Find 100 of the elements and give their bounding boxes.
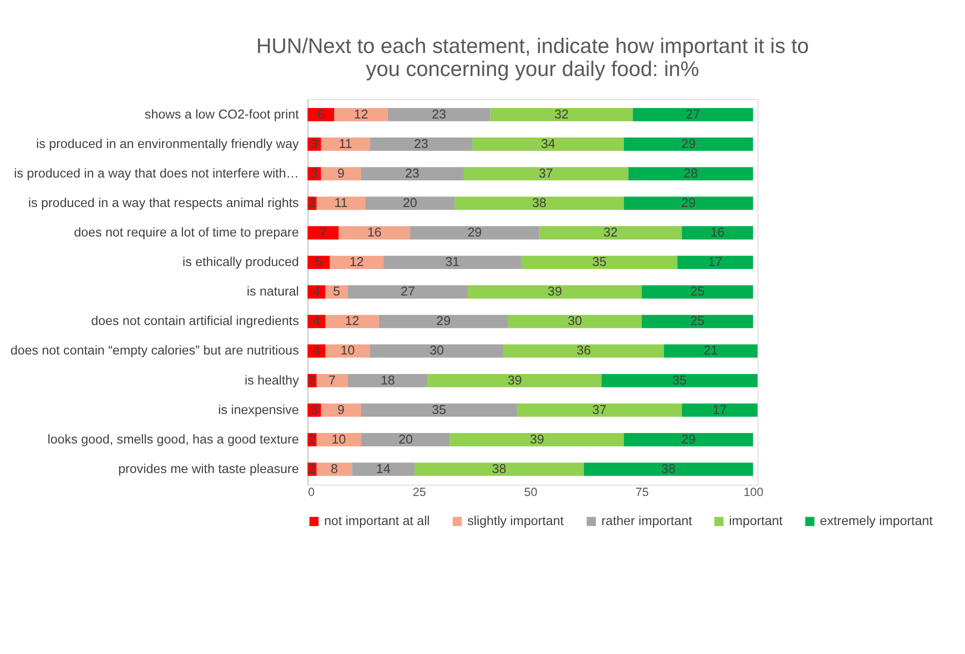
data-label: 27 <box>686 106 700 122</box>
bar <box>584 462 754 476</box>
data-label: 17 <box>708 254 722 270</box>
data-label: 4 <box>312 313 320 328</box>
legend-label: rather important <box>601 513 692 528</box>
x-tick-label: 100 <box>744 485 764 500</box>
y-tick-label: is produced in an environmentally friendly way <box>36 136 300 151</box>
data-label: 5 <box>315 254 322 270</box>
bar <box>308 226 339 240</box>
data-label: 27 <box>400 284 415 299</box>
data-label: 11 <box>338 136 352 151</box>
bar <box>504 344 664 358</box>
bar <box>414 462 584 476</box>
bar <box>370 344 504 358</box>
data-label: 38 <box>492 460 506 476</box>
bar <box>308 256 330 270</box>
bar <box>352 462 414 476</box>
data-label: 3 <box>310 165 318 180</box>
bar <box>316 433 362 446</box>
x-tick-label: 50 <box>524 485 538 500</box>
bar <box>624 433 754 446</box>
data-label: 38 <box>661 460 676 476</box>
bar <box>642 314 754 328</box>
data-label: 4 <box>312 342 320 358</box>
data-label: 2 <box>308 460 316 476</box>
data-label: 39 <box>548 284 562 299</box>
data-label: 4 <box>312 284 320 299</box>
data-label: 3 <box>310 136 318 151</box>
data-label: 39 <box>530 431 544 446</box>
data-label: 16 <box>710 224 725 240</box>
data-label: 12 <box>354 106 368 122</box>
bar <box>370 138 472 151</box>
bar <box>450 433 624 446</box>
bar <box>338 226 410 240</box>
y-tick-label: is natural <box>246 284 299 299</box>
data-label: 12 <box>349 254 364 270</box>
data-label: 21 <box>704 342 718 358</box>
data-label: 30 <box>430 342 444 358</box>
x-tick-label: 0 <box>308 485 316 500</box>
bar <box>602 374 758 388</box>
bar <box>325 314 379 328</box>
data-label: 30 <box>568 313 582 328</box>
data-label: 37 <box>538 165 554 180</box>
legend-label: slightly important <box>467 513 564 528</box>
bar <box>508 314 642 328</box>
bar <box>677 256 754 270</box>
bar <box>365 196 455 210</box>
bar <box>378 314 508 328</box>
x-tick-label: 25 <box>412 485 426 500</box>
data-label: 10 <box>332 431 346 446</box>
bar <box>361 403 517 417</box>
bar <box>490 108 633 122</box>
data-label: 25 <box>690 284 705 299</box>
y-tick-label: provides me with taste pleasure <box>118 460 299 476</box>
data-label: 36 <box>576 342 591 358</box>
data-label: 14 <box>376 460 390 476</box>
bar <box>628 167 754 180</box>
data-label: 9 <box>337 165 345 180</box>
bar <box>308 108 334 122</box>
bar <box>334 108 388 122</box>
y-tick-label: is inexpensive <box>218 402 299 417</box>
bar <box>664 344 758 358</box>
bar <box>428 374 602 388</box>
bar <box>468 285 642 299</box>
data-label: 32 <box>554 106 569 122</box>
data-label: 12 <box>344 313 360 328</box>
bar <box>316 462 352 476</box>
data-label: 38 <box>532 194 546 210</box>
legend-label: important <box>729 513 783 528</box>
data-label: 9 <box>337 402 345 417</box>
bar <box>320 403 362 417</box>
bar <box>388 108 490 122</box>
y-tick-label: does not contain “empty calories” but are nutritious <box>10 342 299 358</box>
bar <box>454 196 624 210</box>
data-label: 39 <box>508 372 522 388</box>
bar <box>624 138 754 151</box>
legend-label: extremely important <box>820 513 934 528</box>
data-label: 3 <box>310 402 318 417</box>
data-label: 23 <box>432 106 446 122</box>
data-label: 16 <box>367 224 382 240</box>
data-label: 17 <box>712 402 727 417</box>
bar <box>348 285 468 299</box>
bar <box>410 226 540 240</box>
bar <box>383 256 522 270</box>
bar <box>521 256 678 270</box>
x-tick-label: 75 <box>636 485 650 500</box>
y-tick-label: is ethically produced <box>182 254 299 270</box>
bar <box>642 285 754 299</box>
y-tick-label: shows a low CO2-foot print <box>144 106 300 122</box>
data-label: 6 <box>317 106 325 122</box>
bar <box>348 374 428 388</box>
chart-title: HUN/Next to each statement, indicate how important it is to you concerning your daily food: in% <box>256 35 809 82</box>
data-label: 10 <box>340 342 355 358</box>
data-label: 29 <box>436 313 451 328</box>
data-label: 23 <box>405 165 420 180</box>
data-label: 7 <box>328 372 336 388</box>
data-label: 20 <box>398 431 413 446</box>
bar <box>682 226 754 240</box>
data-label: 28 <box>684 165 698 180</box>
data-label: 25 <box>690 313 705 328</box>
